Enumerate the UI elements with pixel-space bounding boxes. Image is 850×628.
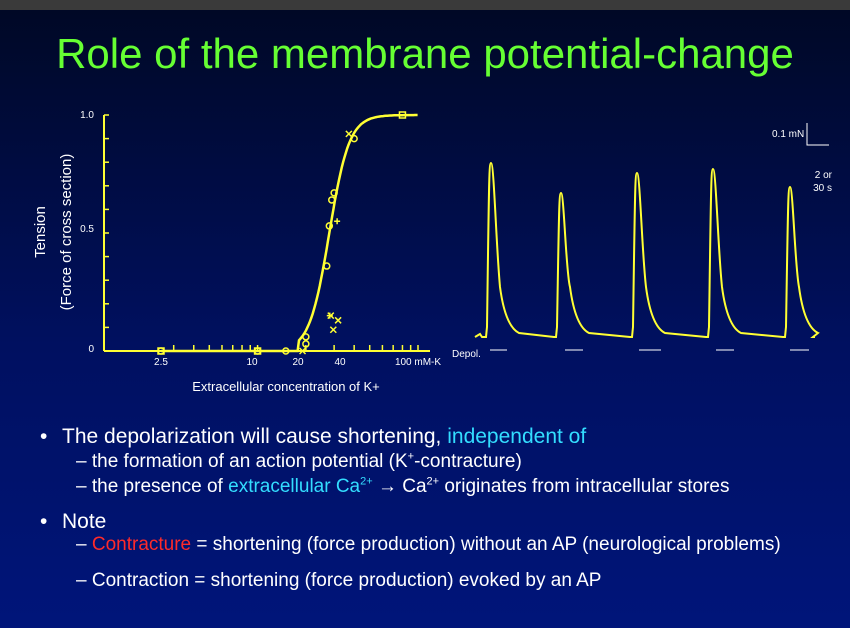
- sup-2plus-b: 2+: [426, 475, 440, 488]
- data-point-circle: [302, 340, 310, 348]
- scale-bar: [806, 123, 829, 146]
- sub-bullet-2-highlight: extracellular Ca: [228, 476, 361, 497]
- data-point-circle: [282, 347, 290, 355]
- data-point-cross: [299, 347, 307, 355]
- bullet-2-text: Note: [62, 510, 107, 533]
- data-point-circle: [330, 189, 338, 197]
- bullet-dot: •: [40, 425, 48, 448]
- data-point-plus: [334, 218, 341, 225]
- data-point-circle: [325, 222, 334, 230]
- x-tick-label: 10: [246, 357, 258, 368]
- top-bar: [0, 0, 850, 10]
- bullet-1-highlight: independent of: [447, 425, 587, 448]
- data-point-circle: [302, 333, 310, 341]
- data-point-cross: [334, 316, 342, 324]
- data-point-cross: [329, 326, 337, 334]
- slide-title: Role of the membrane potential-change: [56, 30, 794, 77]
- bullet-list: • The depolarization will cause shortenin…: [40, 425, 818, 592]
- bullet-1: • The depolarization will cause shortenin…: [40, 425, 818, 449]
- y-tick-label: 1.0: [80, 110, 94, 121]
- y-label-line1: Tension: [32, 206, 49, 258]
- sub-bullet-4: – Contraction = shortening (force produc…: [76, 570, 602, 591]
- data-point-circle: [328, 196, 336, 204]
- sub-bullet-2-end: originates from intracellular stores: [439, 476, 730, 497]
- sup-2plus: 2+: [360, 475, 373, 488]
- sub-bullet-2: – the presence of extracellular Ca2+ → C…: [76, 475, 730, 497]
- x-tick-label: 40: [334, 357, 346, 368]
- tension-trace: [474, 161, 820, 338]
- sub-bullet-1-text: the formation of an action potential (K: [91, 451, 408, 472]
- charts-area: Tension (Force of cross section) Extrace…: [32, 110, 833, 394]
- data-point-circle: [350, 134, 358, 143]
- sub-bullet-4-text: Contraction = shortening (force producti…: [91, 570, 602, 591]
- data-point-square: [398, 111, 407, 119]
- time-scale-label-1: 2 or: [815, 170, 833, 181]
- fit-curve: [161, 113, 418, 353]
- sub-bullet-1-end: -contracture): [414, 451, 522, 472]
- sub-bullet-2-arrow: → Ca: [372, 476, 427, 497]
- sub-bullet-1: – the formation of an action potential (…: [76, 450, 522, 472]
- x-tick-label: 2.5: [154, 357, 168, 368]
- sup-plus: +: [407, 450, 415, 463]
- bullet-2: • Note: [40, 510, 818, 534]
- x-tick-label: 20: [292, 357, 304, 368]
- bullet-1-text: The depolarization will cause shortening…: [62, 425, 448, 448]
- data-point-cross: [345, 130, 353, 138]
- data-point-square: [253, 347, 262, 355]
- sub-bullet-3-highlight: Contracture: [91, 534, 192, 555]
- sub-bullet-3: – Contracture = shortening (force produc…: [76, 534, 781, 555]
- x-tick-label: 100 mM-K: [395, 357, 441, 368]
- bullet-dot: •: [40, 510, 48, 533]
- y-tick-label: 0: [88, 344, 94, 355]
- x-label: Extracellular concentration of K+: [192, 379, 380, 394]
- force-scale-label: 0.1 mN: [772, 129, 804, 140]
- data-point-plus: [326, 312, 333, 319]
- depol-label: Depol.: [452, 349, 481, 360]
- time-scale-label-2: 30 s: [813, 183, 832, 194]
- y-label-line2: (Force of cross section): [58, 154, 75, 311]
- data-point-circle: [323, 262, 331, 270]
- sub-bullet-3-text: = shortening (force production) without …: [191, 534, 781, 555]
- data-point-square: [157, 347, 165, 355]
- y-tick-label: 0.5: [80, 224, 94, 235]
- sub-bullet-2-text: the presence of: [91, 476, 229, 497]
